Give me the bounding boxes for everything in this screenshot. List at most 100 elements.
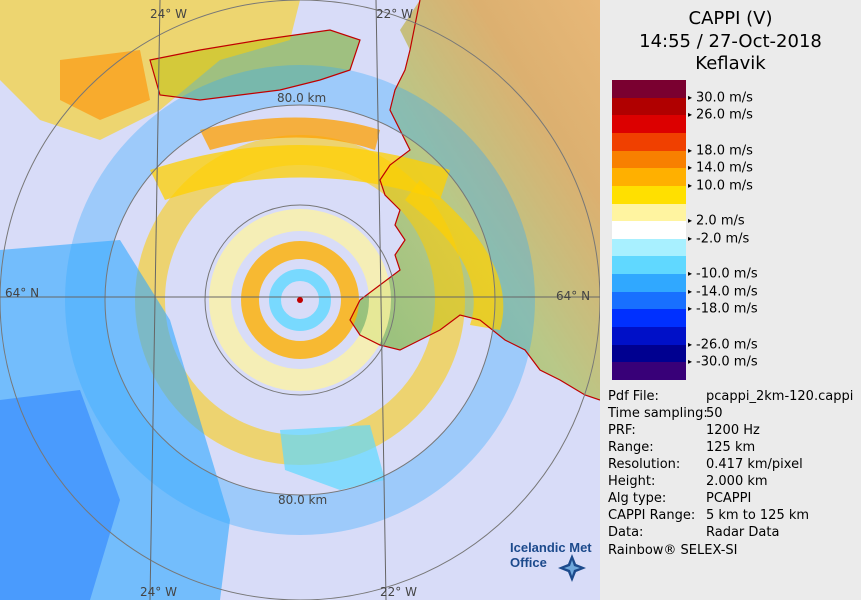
- metadata-value: 5 km to 125 km: [706, 508, 810, 523]
- scale-tick-icon: ▸: [688, 339, 693, 349]
- logo-line1: Icelandic Met: [510, 540, 592, 555]
- echo-ring-inner: [209, 209, 391, 391]
- scale-label: ▸ -10.0 m/s: [688, 267, 758, 282]
- scale-label: ▸ 2.0 m/s: [688, 214, 745, 229]
- scale-tick-icon: ▸: [688, 110, 693, 120]
- lon-label-bottom-center: 22° W: [380, 585, 417, 599]
- scale-swatch: [612, 115, 686, 134]
- scale-label: ▸ -30.0 m/s: [688, 355, 758, 370]
- metadata-row: PRF: 1200 Hz: [608, 423, 760, 438]
- scale-swatch: [612, 291, 686, 310]
- land-area: [350, 0, 600, 400]
- scale-swatch: [612, 362, 686, 381]
- echo-area-southwest: [0, 390, 120, 600]
- scale-swatch: [612, 344, 686, 363]
- range-ring-inner: [204, 204, 396, 396]
- metadata-value: PCAPPI: [706, 491, 752, 506]
- metadata-value: 125 km: [706, 440, 756, 455]
- metadata-value: 1200 Hz: [706, 423, 760, 438]
- scale-label: ▸ 18.0 m/s: [688, 144, 753, 159]
- scale-label: ▸ -18.0 m/s: [688, 302, 758, 317]
- scale-tick-icon: ▸: [688, 269, 693, 279]
- metadata-key: Data:: [608, 525, 644, 540]
- coastline-north: [149, 29, 361, 101]
- scale-label-text: 18.0 m/s: [696, 143, 753, 159]
- scale-swatch: [612, 132, 686, 152]
- radar-map-canvas: 24° W 22° W 24° W 22° W 64° N 64° N 80.0…: [0, 0, 600, 600]
- radar-echoes: [0, 0, 535, 600]
- metadata-row: Resolution: 0.417 km/pixel: [608, 457, 803, 472]
- scale-tick-icon: ▸: [688, 92, 693, 102]
- radar-site-marker: [297, 297, 303, 303]
- metadata-key: Height:: [608, 474, 656, 489]
- scale-swatch: [612, 327, 686, 346]
- scale-label-text: 26.0 m/s: [696, 107, 753, 123]
- logo-line2: Office: [510, 555, 547, 570]
- scale-tick-icon: ▸: [688, 180, 693, 190]
- metadata-row: Alg type: PCAPPI: [608, 491, 751, 506]
- lat-label-right: 64° N: [556, 289, 590, 303]
- lon-label-top-center: 22° W: [376, 7, 413, 21]
- metadata-row: Data: Radar Data: [608, 525, 779, 540]
- scale-tick-icon: ▸: [688, 286, 693, 296]
- meridian-24w: [149, 0, 161, 600]
- scale-label-text: -26.0 m/s: [696, 337, 758, 353]
- echo-band-east: [405, 180, 504, 330]
- scale-tick-icon: ▸: [688, 357, 693, 367]
- echo-band-north: [150, 145, 450, 200]
- scale-swatch: [612, 80, 686, 99]
- scale-swatch: [612, 256, 686, 275]
- metadata-key: PRF:: [608, 423, 636, 438]
- metadata-key: Time sampling:: [608, 406, 708, 421]
- echo-ring-center: [269, 269, 331, 331]
- scale-swatch: [612, 203, 686, 222]
- lon-label-top-left: 24° W: [150, 7, 187, 21]
- range-ring-80km: [104, 104, 496, 496]
- velocity-color-scale: ▸ 30.0 m/s ▸ 26.0 m/s ▸ 18.0 m/s ▸ 14.0 m/s ▸ 10.…: [612, 80, 758, 381]
- metadata-row: Range: 125 km: [608, 440, 755, 455]
- metadata-value: 0.417 km/pixel: [706, 457, 803, 472]
- metadata-key: Pdf File:: [608, 389, 659, 404]
- scale-swatch: [612, 150, 686, 169]
- metadata-row: Height: 2.000 km: [608, 474, 768, 489]
- scale-label-text: 14.0 m/s: [696, 160, 753, 176]
- range-label-bottom: 80.0 km: [278, 493, 327, 507]
- scale-label-text: -14.0 m/s: [696, 284, 758, 300]
- echo-band-north-orange: [200, 117, 380, 150]
- software-footer: Rainbow® SELEX-SI: [608, 543, 738, 558]
- scale-label-text: -18.0 m/s: [696, 301, 758, 317]
- scale-label: ▸ 30.0 m/s: [688, 91, 753, 106]
- radar-map: 24° W 22° W 24° W 22° W 64° N 64° N 80.0…: [0, 0, 600, 600]
- scale-label: ▸ -14.0 m/s: [688, 285, 758, 300]
- land-north: [150, 30, 360, 100]
- metadata-value: pcappi_2km-120.cappi: [706, 389, 854, 404]
- scale-tick-icon: ▸: [688, 304, 693, 314]
- scale-label: ▸ 10.0 m/s: [688, 179, 753, 194]
- scale-label-text: -30.0 m/s: [696, 354, 758, 370]
- metadata-row: CAPPI Range: 5 km to 125 km: [608, 508, 809, 523]
- scale-label-text: 2.0 m/s: [696, 213, 745, 229]
- scale-label-text: 30.0 m/s: [696, 90, 753, 106]
- metadata-key: Alg type:: [608, 491, 667, 506]
- meridian-22w: [375, 0, 387, 600]
- echo-area-northwest-orange: [60, 50, 150, 120]
- scale-label: ▸ -26.0 m/s: [688, 338, 758, 353]
- scale-label-text: 10.0 m/s: [696, 178, 753, 194]
- metadata-row: Time sampling:50: [608, 406, 723, 421]
- metadata-key: CAPPI Range:: [608, 508, 696, 523]
- product-title: CAPPI (V): [688, 8, 773, 29]
- metadata-value: 50: [706, 406, 723, 421]
- metadata-row: Pdf File: pcappi_2km-120.cappi: [608, 389, 853, 404]
- echo-area-south: [280, 425, 385, 490]
- echo-area-west: [0, 240, 230, 600]
- range-label-top: 80.0 km: [277, 91, 326, 105]
- echo-ring-core: [241, 241, 359, 359]
- scale-tick-icon: ▸: [688, 163, 693, 173]
- metadata-key: Range:: [608, 440, 654, 455]
- scale-label: ▸ 14.0 m/s: [688, 161, 753, 176]
- scale-swatch: [612, 309, 686, 328]
- datetime-title: 14:55 / 27-Oct-2018: [639, 31, 822, 52]
- lon-label-bottom-left: 24° W: [140, 585, 177, 599]
- lat-label-left: 64° N: [5, 286, 39, 300]
- scale-swatch: [612, 274, 686, 293]
